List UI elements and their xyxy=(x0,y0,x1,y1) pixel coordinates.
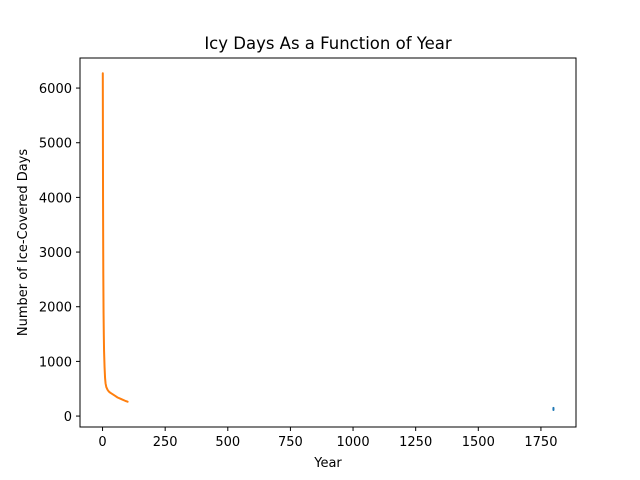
x-tick-label: 0 xyxy=(98,435,106,450)
x-tick-label: 1250 xyxy=(399,435,432,450)
chart-title: Icy Days As a Function of Year xyxy=(204,34,452,53)
plot-background xyxy=(80,58,576,427)
y-tick-label: 2000 xyxy=(39,301,72,316)
x-tick-label: 750 xyxy=(278,435,303,450)
x-tick-label: 1750 xyxy=(524,435,557,450)
y-axis-label: Number of Ice-Covered Days xyxy=(16,149,31,337)
series-layer xyxy=(101,72,555,412)
y-tick-label: 4000 xyxy=(39,191,72,206)
x-axis-label: Year xyxy=(313,456,342,471)
x-tick-label: 500 xyxy=(215,435,240,450)
y-axis: 0 1000 2000 3000 4000 5000 6000 xyxy=(39,82,80,425)
plot-area xyxy=(80,58,576,427)
x-tick-label: 1500 xyxy=(462,435,495,450)
x-axis: 0 250 500 750 1000 1250 1500 1750 xyxy=(98,427,557,450)
y-tick-label: 0 xyxy=(64,410,72,425)
series-line-2 xyxy=(101,72,129,403)
y-tick-label: 3000 xyxy=(39,246,72,261)
y-tick-label: 1000 xyxy=(39,355,72,370)
x-tick-label: 250 xyxy=(153,435,178,450)
x-tick-label: 1000 xyxy=(337,435,370,450)
y-tick-label: 6000 xyxy=(39,82,72,97)
plot-frame xyxy=(79,57,577,428)
y-tick-label: 5000 xyxy=(39,137,72,152)
